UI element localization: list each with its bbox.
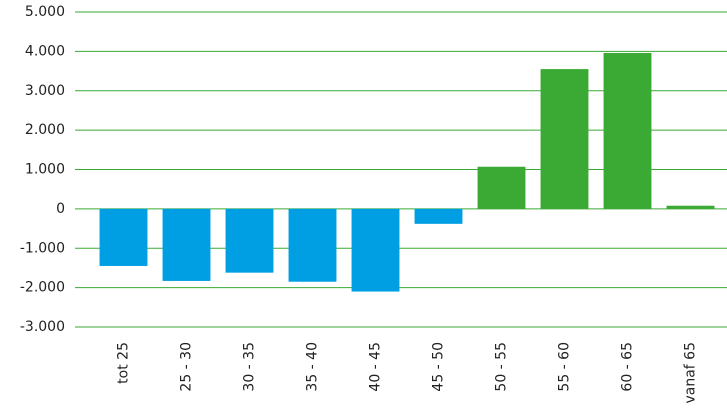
y-tick-label: 0 (56, 201, 65, 217)
bar (288, 208, 337, 282)
bar (540, 69, 589, 209)
bar (414, 208, 463, 224)
y-tick-label: -3.000 (20, 319, 65, 335)
bar (162, 208, 211, 281)
bar (99, 208, 148, 266)
y-tick-label: -1.000 (20, 240, 65, 256)
x-tick-label: 25 - 30 (179, 342, 195, 392)
x-tick-label: vanaf 65 (683, 342, 699, 404)
x-tick-label: 55 - 60 (557, 342, 573, 392)
bar (603, 52, 652, 209)
bar (225, 208, 274, 273)
x-tick-label: 30 - 35 (242, 342, 258, 392)
bar (351, 208, 400, 292)
y-tick-label: 3.000 (25, 83, 65, 99)
x-tick-label: 60 - 65 (620, 342, 636, 392)
y-tick-label: 2.000 (25, 122, 65, 138)
y-tick-label: -2.000 (20, 280, 65, 296)
x-tick-label: 50 - 55 (494, 342, 510, 392)
y-tick-label: 1.000 (25, 162, 65, 178)
bar (477, 166, 526, 209)
x-tick-label: tot 25 (116, 342, 132, 384)
x-tick-label: 35 - 40 (305, 342, 321, 392)
y-tick-label: 5.000 (25, 4, 65, 20)
bar (666, 205, 715, 209)
x-tick-label: 40 - 45 (368, 342, 384, 392)
y-tick-label: 4.000 (25, 43, 65, 59)
x-tick-label: 45 - 50 (431, 342, 447, 392)
